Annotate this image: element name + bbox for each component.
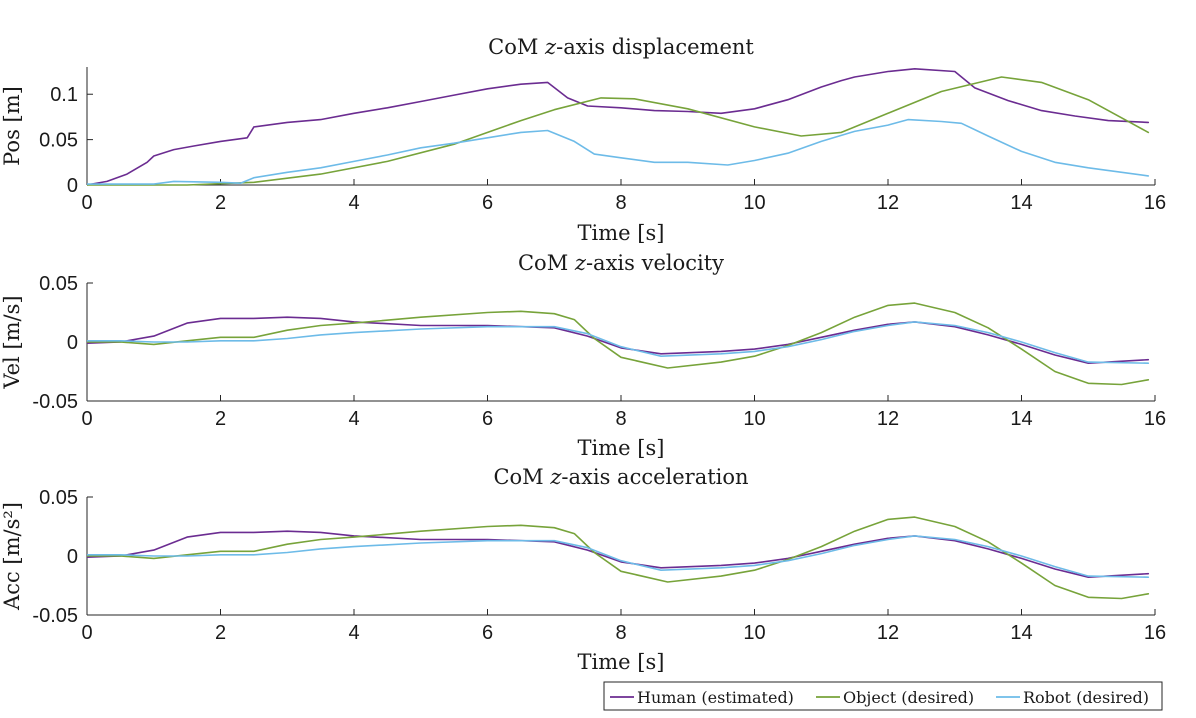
x-tick-label: 6 [482, 408, 493, 430]
y-tick-label: 0 [67, 546, 78, 568]
x-tick-label: 10 [743, 192, 765, 214]
x-tick-label: 10 [743, 408, 765, 430]
x-tick-label: 2 [215, 622, 226, 644]
x-tick-label: 8 [615, 408, 626, 430]
y-axis-label: Pos [m] [0, 86, 24, 166]
legend-box [603, 681, 1163, 711]
x-tick-label: 6 [482, 192, 493, 214]
series-line-object-desired [87, 302, 1150, 386]
series-line-object-desired [87, 516, 1150, 600]
chart-title-suffix: -axis velocity [586, 251, 724, 275]
x-tick-label: 4 [348, 192, 359, 214]
x-tick-label: 14 [1010, 622, 1032, 644]
chart-title: CoM z-axis velocity [518, 251, 724, 275]
legend: Human (estimated) Object (desired) Robot (… [603, 681, 1163, 711]
chart-title-prefix: CoM [488, 35, 545, 59]
x-tick-label: 12 [877, 408, 899, 430]
y-tick-label: 0 [67, 175, 78, 197]
series-line-human-estimated [87, 68, 1150, 186]
x-axis-label: Time [s] [578, 221, 665, 245]
chart-title-variable: z [574, 251, 587, 275]
legend-label: Object (desired) [843, 688, 974, 707]
chart-title-variable: z [544, 35, 557, 59]
chart-title: CoM z-axis displacement [488, 35, 754, 59]
legend-label: Robot (desired) [1023, 688, 1149, 707]
x-tick-label: 0 [81, 622, 92, 644]
x-tick-label: 16 [1144, 622, 1166, 644]
y-tick-label: 0.05 [39, 487, 78, 509]
series-line-robot-desired [87, 321, 1150, 365]
chart-title-suffix: -axis displacement [556, 35, 754, 59]
x-axis-label: Time [s] [578, 650, 665, 674]
x-tick-label: 8 [615, 622, 626, 644]
x-tick-label: 16 [1144, 192, 1166, 214]
y-tick-label: -0.05 [32, 391, 78, 413]
y-tick-label: 0.05 [39, 273, 78, 295]
x-tick-label: 14 [1010, 408, 1032, 430]
y-tick-label: -0.05 [32, 605, 78, 627]
x-tick-label: 4 [348, 408, 359, 430]
series-line-object-desired [87, 76, 1150, 186]
x-tick-label: 14 [1010, 192, 1032, 214]
chart-title: CoM z-axis acceleration [493, 465, 748, 489]
chart-title-prefix: CoM [518, 251, 575, 275]
chart-title-prefix: CoM [493, 465, 550, 489]
chart-title-suffix: -axis acceleration [561, 465, 748, 489]
y-tick-label: 0 [67, 332, 78, 354]
x-tick-label: 12 [877, 192, 899, 214]
x-tick-label: 0 [81, 408, 92, 430]
x-tick-label: 2 [215, 408, 226, 430]
y-axis-label: Acc [m/s²] [0, 502, 24, 611]
legend-label: Human (estimated) [637, 688, 794, 707]
series-line-robot-desired [87, 535, 1150, 579]
x-tick-label: 6 [482, 622, 493, 644]
y-tick-label: 0.05 [39, 130, 78, 152]
chart-title-variable: z [549, 465, 562, 489]
x-axis-label: Time [s] [578, 436, 665, 460]
chart-panel-1: 0 2 4 6 8 10 12 14 16 0 0.05 0.1 CoM z-axis displace… [0, 35, 1166, 245]
x-tick-label: 12 [877, 622, 899, 644]
x-tick-label: 2 [215, 192, 226, 214]
series-line-robot-desired [87, 118, 1150, 185]
y-axis-label: Vel [m/s] [0, 295, 24, 389]
y-tick-label: 0.1 [50, 84, 78, 106]
x-tick-label: 16 [1144, 408, 1166, 430]
x-tick-label: 10 [743, 622, 765, 644]
x-tick-label: 4 [348, 622, 359, 644]
x-tick-label: 8 [615, 192, 626, 214]
x-tick-label: 0 [81, 192, 92, 214]
